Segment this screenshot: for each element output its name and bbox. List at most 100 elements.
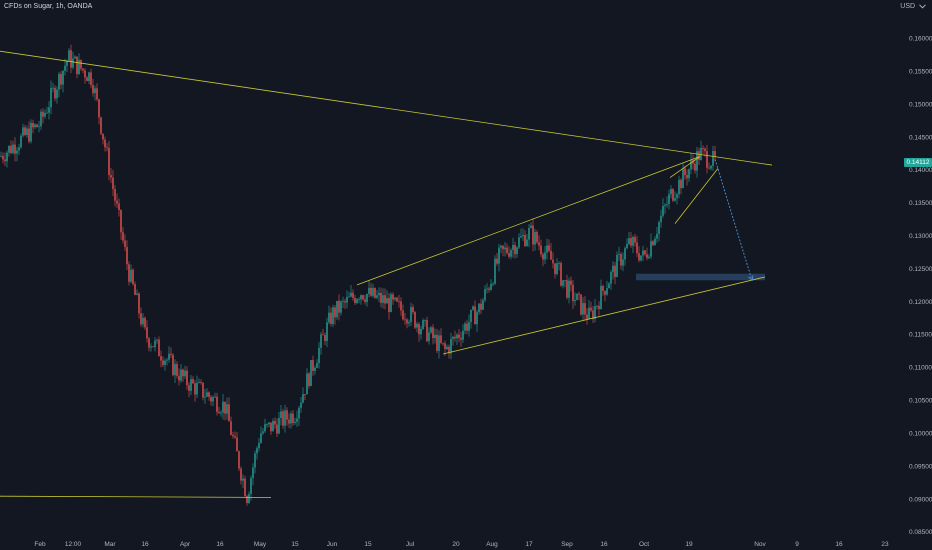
candle-body <box>114 189 116 201</box>
candle-body <box>492 283 494 285</box>
candle-body <box>502 245 504 250</box>
candle-body <box>80 59 82 69</box>
candle-body <box>130 269 132 282</box>
candle-body <box>252 467 254 479</box>
candle-body <box>456 334 458 339</box>
candle-body <box>70 50 72 68</box>
candle-body <box>314 367 316 371</box>
candle-body <box>122 232 124 241</box>
candle-body <box>572 284 574 302</box>
candle-body <box>404 319 406 321</box>
candle-body <box>344 301 346 303</box>
candle-body <box>476 312 478 325</box>
candle-body <box>152 346 154 348</box>
time-tick-label: 15 <box>291 541 299 548</box>
candle-body <box>424 320 426 321</box>
candle-body <box>108 147 110 176</box>
candle-body <box>212 397 214 402</box>
candle-body <box>380 292 382 303</box>
candle-body <box>602 285 604 292</box>
candle-body <box>550 250 552 260</box>
candle-body <box>266 424 268 426</box>
candle-body <box>248 494 250 504</box>
candle-body <box>518 237 520 248</box>
long-term-descending-resistance <box>0 50 773 166</box>
candle-body <box>202 382 204 398</box>
candle-body <box>390 294 392 312</box>
candle-body <box>68 50 70 61</box>
candle-body <box>608 283 610 289</box>
price-tick-label: 0.16000 <box>909 36 932 43</box>
candle-body <box>178 375 180 381</box>
symbol-title: CFDs on Sugar, 1h, OANDA <box>4 3 93 10</box>
time-tick-label: 16 <box>600 541 608 548</box>
rising-wedge-upper <box>669 156 701 178</box>
candle-body <box>366 294 368 302</box>
candle-body <box>46 112 48 114</box>
candle-body <box>372 287 374 296</box>
candle-body <box>182 369 184 377</box>
candle-body <box>564 280 566 281</box>
candle-body <box>500 245 502 248</box>
price-tick-label: 0.08500 <box>909 529 932 536</box>
candle-body <box>634 237 636 243</box>
candle-body <box>428 332 430 342</box>
candle-body <box>32 122 34 128</box>
candle-body <box>528 228 530 240</box>
candle-body <box>76 56 78 74</box>
candle-body <box>642 250 644 256</box>
candle-body <box>254 453 256 468</box>
candle-body <box>316 363 318 368</box>
candle-body <box>658 222 660 234</box>
candle-body <box>566 280 568 298</box>
candle-body <box>600 285 602 310</box>
price-scale-currency[interactable]: USD <box>900 3 926 10</box>
price-tick-label: 0.14000 <box>909 167 932 174</box>
candle-body <box>598 305 600 310</box>
candle-body <box>150 346 152 348</box>
candle-body <box>90 72 92 85</box>
price-tick-label: 0.12000 <box>909 299 932 306</box>
candle-body <box>458 334 460 338</box>
candle-body <box>512 244 514 250</box>
candle-body <box>30 122 32 142</box>
candle-body <box>38 126 40 128</box>
candle-body <box>312 360 314 371</box>
candle-body <box>310 360 312 387</box>
candle-body <box>300 402 302 408</box>
candle-body <box>278 418 280 434</box>
candle-body <box>386 298 388 304</box>
candle-body <box>98 99 100 118</box>
candle-body <box>42 111 44 117</box>
candle-body <box>676 194 678 199</box>
candle-body <box>410 307 412 322</box>
candle-body <box>402 310 404 320</box>
candle-body <box>306 373 308 395</box>
candle-body <box>618 254 620 255</box>
candle-body <box>542 254 544 260</box>
candle-body <box>370 287 372 296</box>
price-tick-label: 0.11500 <box>909 332 932 339</box>
candle-body <box>438 335 440 351</box>
candle-body <box>304 394 306 395</box>
candle-body <box>28 128 30 142</box>
candle-body <box>604 291 606 295</box>
candle-body <box>168 353 170 360</box>
candle-body <box>50 87 52 108</box>
candle-body <box>454 336 456 339</box>
candle-body <box>436 334 438 351</box>
candle-body <box>18 147 20 151</box>
candle-body <box>686 175 688 179</box>
candle-body <box>94 88 96 94</box>
candle-body <box>374 287 376 298</box>
candle-body <box>88 72 90 82</box>
candle-body <box>422 320 424 329</box>
candle-body <box>692 160 694 164</box>
candle-body <box>166 359 168 361</box>
candle-body <box>628 238 630 245</box>
candle-body <box>234 436 236 438</box>
candle-body <box>414 312 416 328</box>
candle-body <box>496 258 498 264</box>
